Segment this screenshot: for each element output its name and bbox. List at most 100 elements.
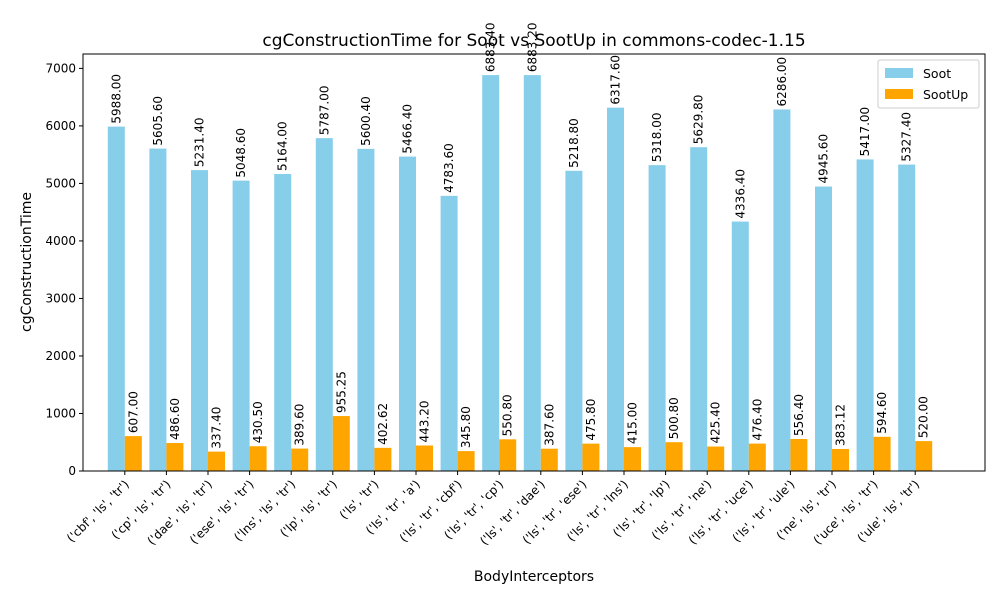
- data-label-sootup: 955.25: [334, 371, 348, 413]
- data-label-soot: 5231.40: [193, 117, 207, 167]
- data-labels-layer: 5988.00 607.00 5605.60 486.60 5231.40 337.40 5…: [109, 22, 930, 448]
- y-tick-label: 4000: [45, 234, 76, 248]
- bar-soot: [274, 173, 292, 472]
- data-label-soot: 6286.00: [775, 57, 789, 107]
- data-label-sootup: 520.00: [917, 396, 931, 438]
- legend-label-sootup: SootUp: [923, 87, 968, 102]
- legend: Soot SootUp: [877, 59, 980, 109]
- bar-soot: [315, 138, 333, 472]
- bar-sootup: [499, 439, 517, 471]
- data-label-soot: 5318.00: [650, 112, 664, 162]
- y-tick-label: 3000: [45, 291, 76, 305]
- bar-soot: [107, 126, 125, 471]
- data-label-soot: 5629.80: [692, 95, 706, 145]
- legend-swatch-sootup: [885, 89, 913, 99]
- data-label-sootup: 337.40: [210, 407, 224, 449]
- bar-soot: [856, 159, 874, 471]
- y-tick-label: 2000: [45, 349, 76, 363]
- bar-soot: [399, 156, 416, 471]
- bar-sootup: [790, 438, 808, 471]
- data-label-soot: 6883.20: [525, 22, 539, 72]
- bar-sootup: [915, 441, 933, 471]
- bar-soot: [898, 164, 916, 471]
- bar-soot: [607, 107, 624, 471]
- data-label-soot: 6317.60: [609, 55, 623, 105]
- data-label-soot: 5600.40: [359, 96, 373, 146]
- bar-soot: [815, 186, 832, 471]
- data-label-sootup: 383.12: [834, 404, 848, 446]
- data-label-sootup: 430.50: [251, 401, 265, 443]
- bar-sootup: [291, 448, 309, 471]
- bar-soot: [232, 180, 250, 471]
- bar-sootup: [124, 436, 142, 471]
- bar-sootup: [416, 445, 433, 471]
- data-label-soot: 5164.00: [276, 121, 290, 171]
- bar-soot: [690, 147, 708, 471]
- bar-sootup: [748, 443, 766, 471]
- bar-soot: [731, 221, 749, 471]
- bar-sootup: [208, 451, 225, 471]
- data-label-soot: 4783.60: [442, 143, 456, 193]
- data-label-sootup: 607.00: [126, 391, 140, 433]
- data-label-soot: 5787.00: [317, 86, 331, 136]
- data-label-soot: 5988.00: [109, 74, 123, 124]
- data-label-soot: 5605.60: [151, 96, 165, 146]
- y-axis: 0 1000 2000 3000 4000 5000 6000 7000: [45, 61, 83, 478]
- data-label-sootup: 476.40: [750, 399, 764, 441]
- data-label-sootup: 425.40: [709, 402, 723, 444]
- bar-sootup: [665, 442, 683, 471]
- bar-sootup: [540, 448, 558, 471]
- chart-title: cgConstructionTime for Soot vs SootUp in…: [262, 31, 805, 51]
- data-label-soot: 5327.40: [900, 112, 914, 162]
- y-tick-label: 1000: [45, 406, 76, 420]
- bar-sootup: [873, 436, 891, 471]
- data-label-soot: 4945.60: [817, 134, 831, 184]
- data-label-sootup: 402.62: [376, 403, 390, 445]
- data-label-sootup: 443.20: [418, 401, 432, 443]
- bar-soot: [482, 75, 500, 472]
- bar-sootup: [832, 448, 849, 471]
- data-label-sootup: 500.80: [667, 397, 681, 439]
- data-label-sootup: 415.00: [626, 402, 640, 444]
- data-label-sootup: 486.60: [168, 398, 182, 440]
- bar-soot: [191, 170, 208, 471]
- bar-sootup: [457, 451, 475, 471]
- data-label-soot: 4336.40: [733, 169, 747, 219]
- data-label-sootup: 475.80: [584, 399, 598, 441]
- bar-soot: [565, 170, 583, 471]
- bar-soot: [149, 148, 167, 471]
- bar-soot: [523, 75, 541, 471]
- data-label-sootup: 389.60: [293, 404, 307, 446]
- legend-label-soot: Soot: [923, 66, 951, 81]
- data-label-sootup: 387.60: [542, 404, 556, 446]
- bar-sootup: [624, 447, 641, 471]
- bar-soot: [440, 195, 458, 471]
- y-tick-label: 6000: [45, 119, 76, 133]
- data-label-soot: 5417.00: [858, 107, 872, 157]
- bar-soot: [648, 165, 666, 472]
- bar-sootup: [332, 416, 350, 471]
- data-label-sootup: 345.80: [459, 406, 473, 448]
- bar-soot: [357, 148, 375, 472]
- y-axis-title: cgConstructionTime: [19, 192, 35, 332]
- data-label-soot: 5466.40: [401, 104, 415, 154]
- y-tick-label: 7000: [45, 61, 76, 75]
- data-label-sootup: 556.40: [792, 394, 806, 436]
- plot-frame: [82, 53, 986, 472]
- bar-sootup: [707, 446, 725, 471]
- data-label-sootup: 550.80: [501, 394, 515, 436]
- data-label-sootup: 594.60: [875, 392, 889, 434]
- bar-soot: [773, 109, 791, 471]
- bar-sootup: [166, 443, 184, 471]
- bar-sootup: [249, 446, 267, 471]
- legend-swatch-soot: [885, 68, 913, 78]
- y-tick-label: 5000: [45, 176, 76, 190]
- x-axis-title: BodyInterceptors: [474, 569, 594, 585]
- bar-sootup: [374, 447, 392, 471]
- y-tick-label: 0: [68, 464, 76, 478]
- bars-layer: [107, 75, 933, 472]
- data-label-soot: 5218.80: [567, 118, 581, 168]
- data-label-soot: 5048.60: [234, 128, 248, 178]
